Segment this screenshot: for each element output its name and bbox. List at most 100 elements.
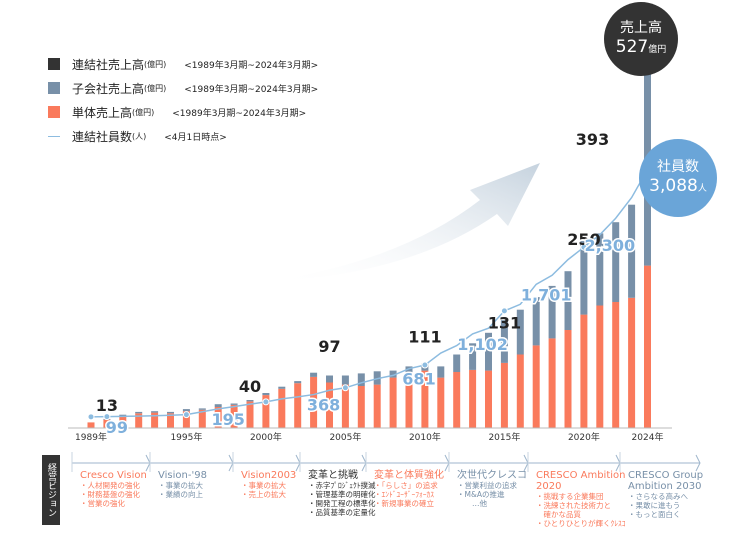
bar-subsidiary xyxy=(278,386,286,389)
bar-standalone xyxy=(167,413,174,428)
vision-item: ・品質基準の定量化 xyxy=(308,508,376,517)
bar-subsidiary xyxy=(405,366,413,374)
bar-subsidiary xyxy=(596,233,604,306)
employee-point xyxy=(421,361,429,369)
employee-value-label: 1,701 xyxy=(521,285,572,304)
bar-standalone xyxy=(246,401,254,428)
bar-standalone xyxy=(214,407,222,428)
bar-standalone xyxy=(326,382,333,428)
bar-standalone xyxy=(310,376,318,428)
legend-unit: (億円) xyxy=(132,107,155,117)
bar-standalone xyxy=(548,338,556,428)
bar-subsidiary xyxy=(500,320,508,363)
vision-title: Vision2003 xyxy=(241,470,297,481)
sales-bubble-value: 527億円 xyxy=(615,36,667,57)
bar-standalone xyxy=(278,388,286,428)
vision-item: 確かな品質 xyxy=(536,510,581,519)
vision-item: ・人材開発の強化 xyxy=(80,481,140,490)
legend-label: 単体売上高 xyxy=(72,105,133,120)
bar-subsidiary xyxy=(119,414,127,417)
vision-title: Vision-'98 xyxy=(158,470,207,481)
legend-unit: (億円) xyxy=(144,59,167,69)
sales-value-label: 250 xyxy=(567,230,600,249)
vision-item: ・ひとりひとりが輝くｸﾚｽｺ xyxy=(536,519,626,528)
employee-value-label: 368 xyxy=(307,396,340,415)
legend-label: 連結社員数 xyxy=(72,129,133,144)
employee-point xyxy=(341,384,349,392)
employee-point xyxy=(87,413,95,421)
vision-title: CRESCO Ambition 2020 xyxy=(536,470,626,492)
bar-standalone xyxy=(198,409,206,428)
bar-subsidiary xyxy=(612,222,620,302)
vision-item: ・財務基盤の強化 xyxy=(80,490,140,499)
bar-standalone xyxy=(596,305,604,428)
employee-value-label: 195 xyxy=(211,410,244,429)
legend-item: 連結社売上高 (億円) <1989年3月期~2024年3月期> xyxy=(48,52,318,76)
legend-period: <1989年3月期~2024年3月期> xyxy=(184,84,319,95)
bar-subsidiary xyxy=(564,271,572,330)
x-tick-label: 2015年 xyxy=(488,431,520,443)
vision-block: 次世代クレスコ ・営業利益の追求 ・M&Aの推進 …他 xyxy=(457,470,527,508)
vision-item: ・営業利益の追求 xyxy=(457,481,517,490)
employee-point xyxy=(182,411,190,419)
legend-period: <1989年3月期~2024年3月期> xyxy=(172,108,307,119)
value-labels-layer: 13 40 97 111 131 250 393 99 195 368 681 1,102 1,701 2… xyxy=(96,130,637,438)
bar-subsidiary xyxy=(294,381,302,384)
bar-standalone xyxy=(628,297,636,428)
growth-arrow xyxy=(265,163,540,282)
bar-standalone xyxy=(485,370,492,428)
legend-item: 連結社員数 (人) <4月1日時点> xyxy=(48,124,318,148)
legend-item: 子会社売上高 (億円) <1989年3月期~2024年3月期> xyxy=(48,76,318,100)
legend-item: 単体売上高 (億円) <1989年3月期~2024年3月期> xyxy=(48,100,318,124)
sales-value-label: 13 xyxy=(96,396,118,415)
legend-label: 連結社売上高 xyxy=(72,57,145,72)
bar-standalone xyxy=(119,416,127,428)
bar-standalone xyxy=(612,302,620,428)
bar-subsidiary xyxy=(151,411,159,413)
bar-standalone xyxy=(389,377,397,428)
bar-subsidiary xyxy=(230,403,238,405)
vision-block: 変革と体質強化 ・「らしさ」の追求 ・ｴﾝﾄﾞﾕｰｻﾞｰﾌｫｰｶｽ ・新規事業の確立 xyxy=(374,470,444,508)
legend-swatch xyxy=(48,82,60,94)
bar-standalone xyxy=(341,384,349,428)
x-tick-label: 1989年 xyxy=(75,431,107,443)
bar-standalone xyxy=(405,373,413,428)
vision-item: ・開発工程の標準化 xyxy=(308,499,376,508)
employee-point xyxy=(580,243,588,251)
bar-subsidiary xyxy=(167,411,174,414)
sales-bubble-title: 売上高 xyxy=(620,19,662,36)
x-tick-label: 2005年 xyxy=(329,431,361,443)
bar-standalone xyxy=(469,369,477,428)
bar-standalone xyxy=(500,362,508,428)
bar-subsidiary xyxy=(246,400,254,402)
vision-item: ・ｴﾝﾄﾞﾕｰｻﾞｰﾌｫｰｶｽ xyxy=(374,490,434,499)
vision-block: 変革と挑戦 ・赤字ﾌﾟﾛｼﾞｪｸﾄ撲滅 ・管理基準の明確化 ・開発工程の標準化 ・品質基… xyxy=(308,470,376,517)
vision-item: ・果敢に進もう xyxy=(628,501,681,510)
legend-period: <4月1日時点> xyxy=(164,132,227,143)
sales-value-label: 40 xyxy=(239,377,261,396)
bar-subsidiary xyxy=(341,375,349,385)
vision-title: 変革と体質強化 xyxy=(374,470,444,481)
bar-subsidiary xyxy=(326,375,333,383)
bar-standalone xyxy=(103,419,111,428)
legend-swatch xyxy=(48,106,60,118)
vision-item: ・挑戦する企業集団 xyxy=(536,492,604,501)
vision-item: ・事業の拡大 xyxy=(241,481,286,490)
bar-standalone xyxy=(580,314,588,428)
sales-value-label: 393 xyxy=(576,130,609,149)
vision-block: Vision-'98 ・事業の拡大 ・業績の向上 xyxy=(158,470,207,499)
sales-value-label: 97 xyxy=(318,337,340,356)
bar-standalone xyxy=(437,377,445,428)
legend-unit: (人) xyxy=(132,131,147,141)
bar-subsidiary xyxy=(262,393,270,396)
bar-standalone xyxy=(230,404,238,428)
bar-standalone xyxy=(182,411,190,428)
x-tick-label: 1995年 xyxy=(170,431,202,443)
bar-standalone xyxy=(262,395,270,428)
x-tick-label: 2000年 xyxy=(250,431,282,443)
legend: 連結社売上高 (億円) <1989年3月期~2024年3月期> 子会社売上高 (億円) <… xyxy=(48,52,318,148)
bar-standalone xyxy=(644,265,651,428)
bar-standalone xyxy=(516,354,524,428)
vision-item: …他 xyxy=(457,499,487,508)
bar-standalone xyxy=(532,345,540,428)
